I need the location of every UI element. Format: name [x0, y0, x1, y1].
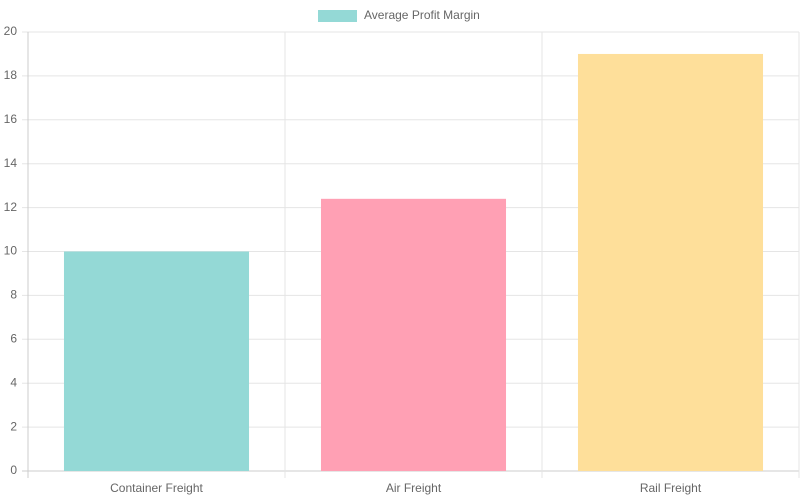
y-tick-label: 0 [10, 463, 17, 477]
legend-swatch [318, 10, 357, 22]
y-tick-label: 10 [4, 244, 18, 258]
legend-label: Average Profit Margin [364, 8, 480, 22]
y-tick-label: 18 [4, 68, 18, 82]
x-tick-label: Rail Freight [640, 481, 702, 495]
y-tick-label: 12 [4, 200, 18, 214]
bar [577, 53, 764, 471]
y-tick-label: 20 [4, 24, 18, 38]
x-tick-label: Container Freight [110, 481, 203, 495]
y-tick-label: 4 [10, 375, 17, 389]
y-tick-label: 6 [10, 331, 17, 345]
x-tick-label: Air Freight [386, 481, 442, 495]
y-tick-label: 14 [4, 156, 18, 170]
y-tick-label: 16 [4, 112, 18, 126]
y-tick-label: 2 [10, 419, 17, 433]
bar [63, 251, 250, 471]
y-tick-label: 8 [10, 288, 17, 302]
bar [320, 198, 507, 471]
